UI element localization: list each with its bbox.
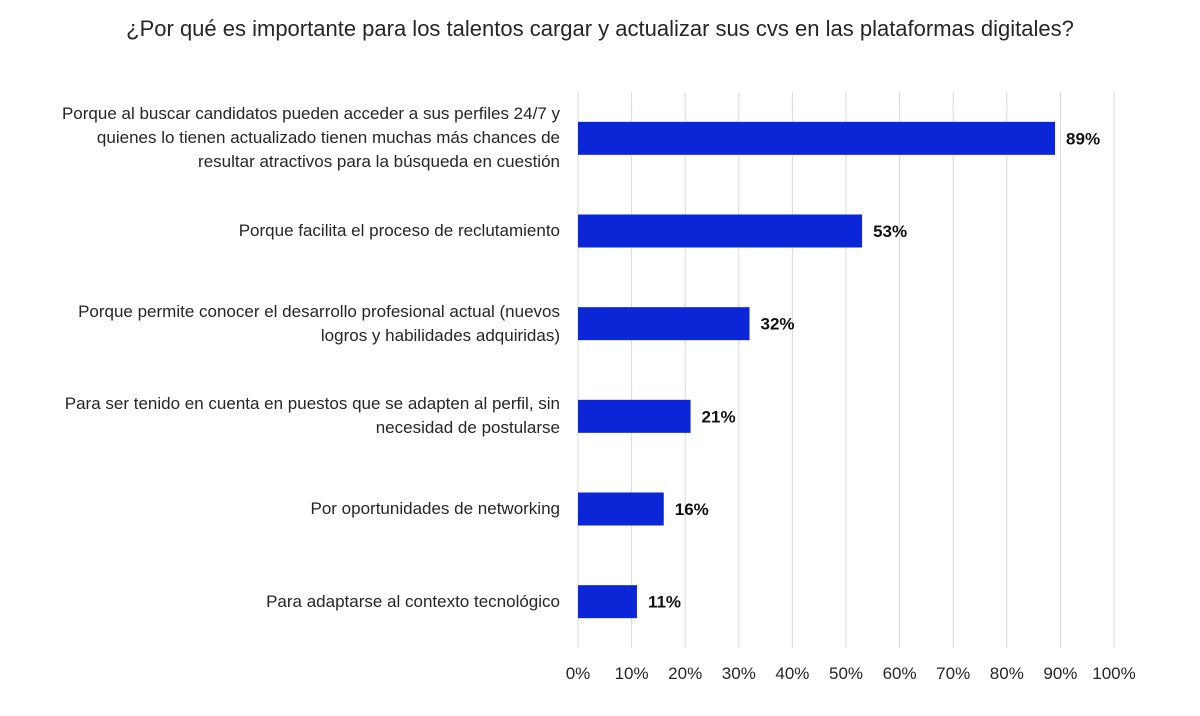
x-tick-label: 40% [775, 664, 809, 683]
category-label: Porque facilita el proceso de reclutamie… [238, 221, 560, 240]
x-tick-label: 100% [1092, 664, 1135, 683]
data-label: 11% [648, 593, 681, 612]
category-label: Para adaptarse al contexto tecnológico [266, 591, 560, 611]
x-tick-label: 10% [615, 664, 649, 683]
x-tick-label: 20% [668, 664, 702, 683]
data-label: 53% [873, 222, 907, 241]
bar [578, 585, 637, 619]
data-label: 16% [675, 500, 709, 519]
bar [578, 492, 664, 526]
category-label: Porque al buscar candidatos pueden acced… [61, 104, 560, 172]
x-tick-label: 0% [566, 664, 591, 683]
x-tick-label: 70% [936, 664, 970, 683]
bar [578, 307, 750, 341]
x-tick-label: 60% [883, 664, 917, 683]
bar [578, 121, 1056, 155]
x-tick-label: 90% [1043, 664, 1077, 683]
data-label: 21% [702, 407, 736, 426]
x-tick-label: 50% [829, 664, 863, 683]
bar [578, 214, 863, 248]
data-label: 32% [761, 315, 795, 334]
data-label: 89% [1066, 129, 1100, 148]
category-label: Porque permite conocer el desarrollo pro… [78, 301, 560, 345]
category-label: Por oportunidades de networking [310, 499, 561, 518]
bar [578, 399, 691, 433]
chart-title: ¿Por qué es importante para los talentos… [126, 16, 1074, 41]
x-tick-label: 80% [990, 664, 1024, 683]
category-label: Para ser tenido en cuenta en puestos que… [64, 394, 560, 438]
x-tick-label: 30% [722, 664, 756, 683]
